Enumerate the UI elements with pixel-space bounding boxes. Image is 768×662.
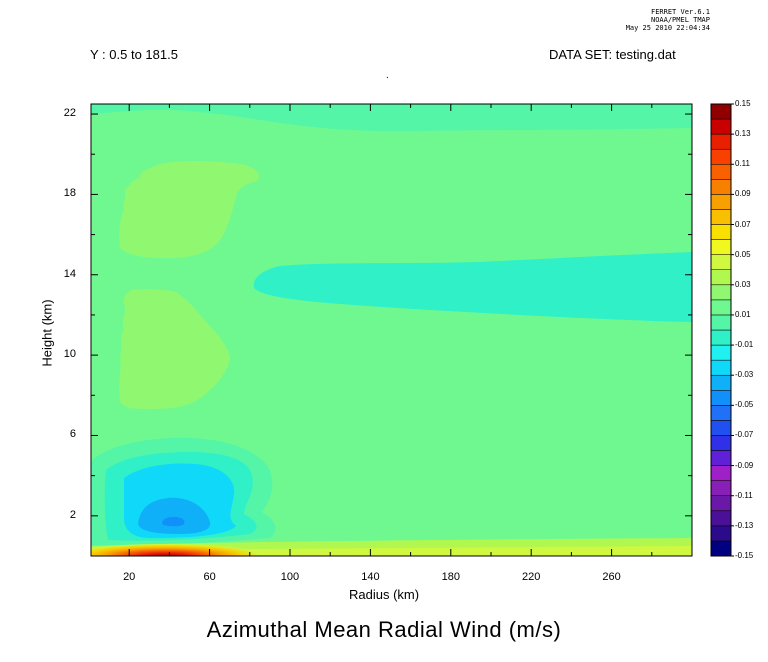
colorbar-swatch: [710, 133, 732, 150]
negative-tongue: [253, 252, 692, 322]
colorbar-swatch: [710, 239, 732, 255]
x-axis-title: Radius (km): [349, 587, 420, 602]
colorbar-tick-label: 0.05: [735, 249, 751, 259]
colorbar-swatch: [710, 344, 732, 361]
colorbar-tick-label: 0.09: [735, 189, 751, 199]
colorbar-swatch: [710, 465, 732, 481]
colorbar-tick-label: -0.01: [735, 340, 754, 350]
colorbar-tick-label: 0.03: [735, 279, 751, 289]
colorbar-swatch: [710, 314, 732, 331]
colorbar-swatch: [710, 284, 732, 301]
colorbar-tick-label: -0.03: [735, 370, 754, 380]
colorbar-frame: [710, 103, 732, 557]
colorbar-swatch: [710, 374, 732, 391]
colorbar-swatch: [710, 420, 732, 436]
y-tick-label: 10: [63, 348, 76, 361]
axis-ticks: [91, 104, 693, 557]
x-tick-label: 220: [522, 571, 541, 583]
x-tick-label: 140: [361, 571, 380, 583]
stamp-line-2: NOAA/PMEL TMAP: [650, 16, 710, 24]
colorbar-swatch: [710, 118, 732, 135]
colorbar-swatch: [710, 525, 732, 542]
colorbar-swatch: [710, 224, 732, 240]
colorbar-swatch: [710, 450, 732, 466]
colorbar-swatch: [710, 495, 732, 512]
colorbar-tick-label: -0.13: [735, 520, 754, 530]
colorbar-swatch: [710, 329, 732, 346]
upper-positive-lobe: [119, 161, 259, 258]
colorbar-swatch: [710, 390, 732, 406]
surface-outflow-max: [91, 544, 260, 556]
x-tick-label: 100: [280, 571, 300, 583]
x-tick-label: 180: [441, 571, 460, 583]
y-axis-title: Height (km): [39, 299, 55, 367]
colorbar-swatch: [710, 254, 732, 270]
colorbar-swatch: [710, 269, 732, 286]
mid-positive-lobe: [119, 289, 230, 410]
colorbar-swatch: [710, 148, 732, 165]
colorbar-tick-label: 0.07: [735, 219, 751, 229]
y-tick-label: 14: [63, 267, 76, 280]
colorbar: [710, 103, 734, 557]
colorbar-swatch: [710, 540, 732, 557]
inflow-layer-4: [138, 497, 211, 534]
colorbar-tick-label: -0.15: [735, 551, 754, 560]
colorbar-swatch: [710, 194, 732, 210]
inflow-core: [162, 517, 185, 527]
colorbar-tick-label: 0.13: [735, 129, 751, 139]
colorbar-swatch: [710, 103, 732, 120]
top-negative-band: [91, 104, 692, 132]
colorbar-tick-label: -0.05: [735, 400, 754, 410]
colorbar-swatch: [710, 405, 732, 421]
colorbar-swatch: [710, 480, 732, 496]
y-tick-label: 2: [69, 508, 76, 521]
y-tick-label: 22: [63, 107, 76, 120]
colorbar-tick-label: -0.07: [735, 430, 754, 440]
y-range-header: Y : 0.5 to 181.5: [90, 47, 178, 62]
plot-frame: [90, 103, 693, 557]
dataset-header: DATA SET: testing.dat: [549, 47, 676, 62]
colorbar-swatch: [710, 299, 732, 316]
stamp-line-3: May 25 2010 22:04:34: [625, 24, 710, 32]
colorbar-tick-label: 0.15: [735, 99, 751, 108]
colorbar-swatch: [710, 510, 732, 527]
header-dot: .: [386, 70, 389, 81]
colorbar-swatch: [710, 179, 732, 195]
colorbar-tick-label: 0.11: [735, 159, 750, 169]
colorbar-swatch: [710, 164, 732, 180]
chart-title: Azimuthal Mean Radial Wind (m/s): [206, 617, 562, 642]
colorbar-swatch: [710, 359, 732, 376]
stamp-line-1: FERRET Ver.6.1: [650, 8, 710, 16]
x-tick-label: 20: [123, 571, 136, 583]
y-tick-label: 18: [63, 187, 76, 200]
colorbar-swatch: [710, 209, 732, 225]
x-tick-label: 260: [602, 571, 621, 583]
colorbar-tick-label: -0.09: [735, 460, 754, 470]
colorbar-swatch: [710, 435, 732, 451]
x-tick-label: 60: [203, 571, 216, 583]
colorbar-tick-label: 0.01: [735, 309, 751, 319]
y-tick-label: 6: [69, 428, 76, 441]
ferret-stamp: FERRET Ver.6.1 NOAA/PMEL TMAP May 25 201…: [626, 8, 710, 32]
colorbar-tick-label: -0.11: [735, 490, 753, 500]
